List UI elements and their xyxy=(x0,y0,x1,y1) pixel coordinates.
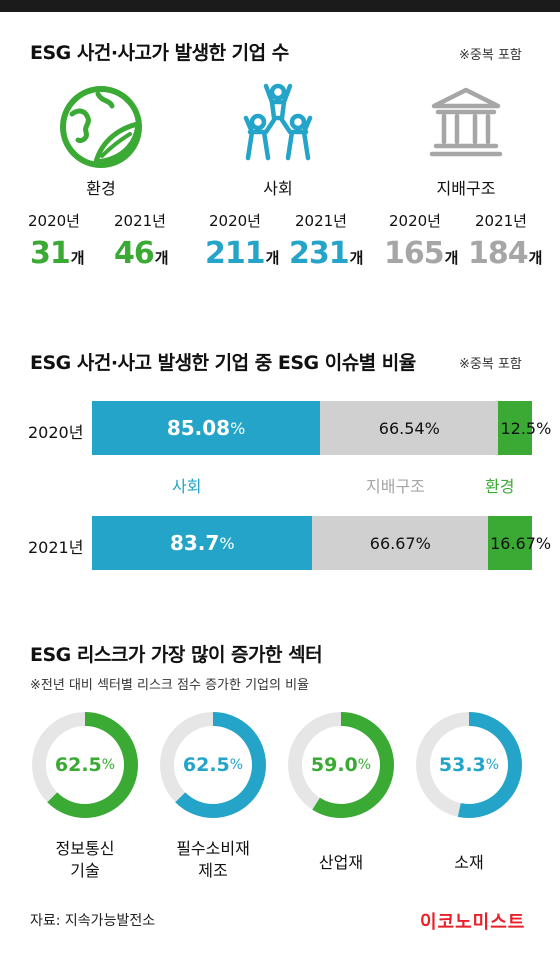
count-unit: 개 xyxy=(349,249,364,267)
donut-value-number: 59.0 xyxy=(310,754,358,776)
bar-segment-governance: 66.54% xyxy=(320,401,499,455)
count-value: 165 xyxy=(384,236,445,271)
bar-segment-social: 83.7% xyxy=(92,516,313,570)
donut-value-number: 62.5 xyxy=(182,754,230,776)
globe-leaf-icon xyxy=(60,86,142,168)
count-env-2021: 46개 xyxy=(114,236,169,271)
donut-arc xyxy=(32,712,138,818)
bar-segment-social: 85.08% xyxy=(92,401,321,455)
people-pyramid-icon xyxy=(243,83,313,161)
donut-chart: 59.0% xyxy=(286,710,396,820)
donut-value: 59.0% xyxy=(286,710,396,820)
bar-segment-governance: 66.67% xyxy=(312,516,489,570)
building-columns-icon xyxy=(429,87,503,157)
donut-value: 62.5% xyxy=(30,710,140,820)
category-label-social: 사회 xyxy=(263,179,293,198)
donut-value: 62.5% xyxy=(158,710,268,820)
bar-value-label: 85.08 xyxy=(166,416,231,440)
bar-value-label: 83.7 xyxy=(169,531,220,555)
year-label: 2021년 xyxy=(295,212,347,230)
bar-row-label: 2021년 xyxy=(28,538,84,557)
donut-svg xyxy=(416,712,522,818)
donut-value: 53.3% xyxy=(414,710,524,820)
count-unit: 개 xyxy=(444,249,459,267)
count-value: 211 xyxy=(205,236,266,271)
count-unit: 개 xyxy=(70,249,85,267)
section1-note: ※중복 포함 xyxy=(459,48,522,63)
count-value: 31 xyxy=(30,236,71,271)
count-unit: 개 xyxy=(528,249,543,267)
sector-label: 산업재 xyxy=(276,852,406,874)
count-env-2020: 31개 xyxy=(30,236,85,271)
percent-sign: % xyxy=(219,533,235,553)
percent-sign: % xyxy=(101,757,116,773)
count-unit: 개 xyxy=(265,249,280,267)
donut-chart: 62.5% xyxy=(158,710,268,820)
percent-sign: % xyxy=(230,418,246,438)
sector-label: 소재 xyxy=(404,852,534,874)
donut-arc xyxy=(160,712,266,818)
bar-segment-environment: 16.67% xyxy=(488,516,551,570)
donut-chart: 62.5% xyxy=(30,710,140,820)
sector-label-line: 제조 xyxy=(198,861,228,880)
bar-row-label: 2020년 xyxy=(28,423,84,442)
sector-label-line: 필수소비재 xyxy=(176,839,250,858)
count-unit: 개 xyxy=(154,249,169,267)
year-label: 2020년 xyxy=(28,212,80,230)
count-gov-2021: 184개 xyxy=(468,236,542,271)
count-value: 231 xyxy=(289,236,350,271)
bar-segment-environment: 12.5% xyxy=(498,401,551,455)
bar-value-label: 66.54% xyxy=(378,418,440,438)
count-gov-2020: 165개 xyxy=(384,236,458,271)
year-label: 2021년 xyxy=(114,212,166,230)
legend-environment: 환경 xyxy=(485,477,515,496)
section3-subtitle: ※전년 대비 섹터별 리스크 점수 증가한 기업의 비율 xyxy=(30,678,310,693)
legend-social: 사회 xyxy=(172,477,202,496)
count-value: 46 xyxy=(114,236,155,271)
year-label: 2021년 xyxy=(475,212,527,230)
brand-logo: 이코노미스트 xyxy=(420,912,526,933)
donut-value-number: 62.5 xyxy=(54,754,102,776)
donut-svg xyxy=(160,712,266,818)
donut-svg xyxy=(32,712,138,818)
bar-value-label: 16.67% xyxy=(490,533,552,553)
donut-chart: 53.3% xyxy=(414,710,524,820)
count-value: 184 xyxy=(468,236,529,271)
percent-sign: % xyxy=(485,757,500,773)
donut-arc xyxy=(416,712,522,818)
donut-value-number: 53.3 xyxy=(438,754,486,776)
count-social-2021: 231개 xyxy=(289,236,363,271)
donut-svg xyxy=(288,712,394,818)
bar-value-label: 66.67% xyxy=(369,533,431,553)
section3-title: ESG 리스크가 가장 많이 증가한 섹터 xyxy=(30,644,323,666)
count-social-2020: 211개 xyxy=(205,236,279,271)
top-bar xyxy=(0,0,560,12)
category-label-gov: 지배구조 xyxy=(436,179,496,198)
sector-label-line: 기술 xyxy=(70,861,100,880)
section1-title: ESG 사건·사고가 발생한 기업 수 xyxy=(30,42,289,64)
section2-note: ※중복 포함 xyxy=(459,357,522,372)
bar-row-2020: 85.08% 66.54% 12.5% xyxy=(92,401,551,455)
percent-sign: % xyxy=(357,757,372,773)
percent-sign: % xyxy=(229,757,244,773)
source-note: 자료: 지속가능발전소 xyxy=(30,913,156,929)
bar-row-2021: 83.7% 66.67% 16.67% xyxy=(92,516,551,570)
sector-label-line: 소재 xyxy=(454,853,484,872)
section2-title: ESG 사건·사고 발생한 기업 중 ESG 이슈별 비율 xyxy=(30,352,416,374)
sector-label-line: 산업재 xyxy=(318,853,364,872)
sector-label-line: 정보통신 xyxy=(55,839,115,858)
donut-arc xyxy=(288,712,394,818)
year-label: 2020년 xyxy=(389,212,441,230)
category-label-env: 환경 xyxy=(86,179,116,198)
year-label: 2020년 xyxy=(209,212,261,230)
legend-governance: 지배구조 xyxy=(366,477,425,496)
bar-value-label: 12.5% xyxy=(500,418,552,438)
